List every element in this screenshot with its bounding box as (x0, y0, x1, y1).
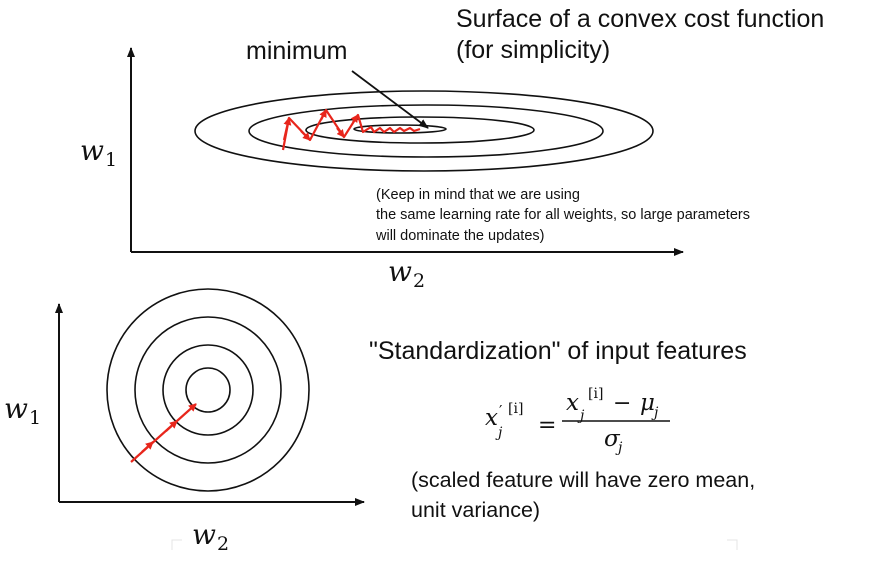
formula-equals: = (538, 413, 556, 438)
bottom-x-axis-label-base: w (192, 518, 216, 551)
faint-mark-left (171, 539, 182, 550)
bottom-path-arrowhead-2 (165, 420, 178, 432)
formula-den: σ (604, 426, 621, 452)
caption-line-1: (scaled feature will have zero mean, (411, 468, 756, 492)
formula-num-sup: [i] (588, 386, 603, 402)
bottom-y-axis-label-sub: 1 (28, 407, 42, 429)
top-contour-core (353, 124, 447, 134)
top-x-axis-label-sub: 2 (412, 270, 426, 292)
formula-num-sub: j (577, 408, 585, 424)
top-axes (127, 47, 684, 256)
bottom-path-line (130, 403, 197, 463)
top-x-axis-label-base: w (388, 255, 412, 288)
top-path-arrowhead-5 (350, 114, 359, 124)
top-y-axis-label: w1 (80, 134, 117, 171)
top-path-zigzag (281, 108, 421, 151)
note-line-2: the same learning rate for all weights, … (376, 207, 750, 223)
top-title-line2: (for simplicity) (456, 36, 611, 64)
top-path-arrowhead-1 (282, 117, 292, 141)
top-path-arrowhead-2 (300, 130, 311, 141)
formula-minus: − (613, 391, 631, 416)
standardization-heading: "Standardization" of input features (369, 337, 747, 365)
top-contour-inner (305, 116, 535, 144)
top-x-axis-label: w2 (388, 255, 425, 292)
bottom-contour-inner (185, 367, 231, 413)
note-line-1: (Keep in mind that we are using (376, 187, 580, 203)
bottom-x-axis-label: w2 (192, 518, 229, 555)
formula-lhs-base: x (485, 405, 498, 431)
bottom-contour-outer (106, 288, 310, 492)
standardization-formula: x ′ [i] j = x j [i] − μ j σ j (485, 386, 670, 456)
top-contour-middle (248, 104, 604, 158)
bottom-path-arrowhead-1 (141, 441, 154, 453)
formula-lhs-sub: j (495, 425, 503, 441)
formula-mu: μ (640, 390, 655, 416)
bottom-y-axis-label-base: w (4, 392, 28, 425)
minimum-pointer-arrow (351, 70, 429, 129)
formula-lhs-sup: [i] (508, 401, 523, 417)
minimum-label: minimum (246, 37, 348, 65)
top-path-arrowhead-4 (336, 127, 345, 138)
formula-den-sub: j (615, 440, 623, 456)
bottom-gradient-path (130, 403, 197, 463)
bottom-contour-third (162, 344, 254, 436)
top-path-arrowhead-3 (319, 109, 327, 121)
bottom-contour-second (134, 316, 282, 464)
faint-mark-right (727, 539, 738, 550)
top-contour-outer (194, 90, 654, 172)
caption-line-2: unit variance) (411, 498, 541, 522)
formula-lhs-prime: ′ (499, 402, 503, 420)
top-title-line1: Surface of a convex cost function (456, 5, 825, 33)
top-contours (194, 90, 654, 172)
note-line-3: will dominate the updates) (376, 228, 545, 244)
bottom-y-axis-label: w1 (4, 392, 41, 429)
top-y-axis-label-sub: 1 (104, 149, 118, 171)
bottom-x-axis-label-sub: 2 (216, 533, 230, 555)
top-gradient-path (281, 108, 421, 151)
bottom-axes (55, 303, 365, 506)
formula-mu-sub: j (651, 405, 659, 421)
bottom-contours (106, 288, 310, 492)
bottom-faint-marks (171, 539, 738, 550)
top-y-axis-label-base: w (80, 134, 104, 167)
formula-num-base: x (566, 390, 579, 416)
